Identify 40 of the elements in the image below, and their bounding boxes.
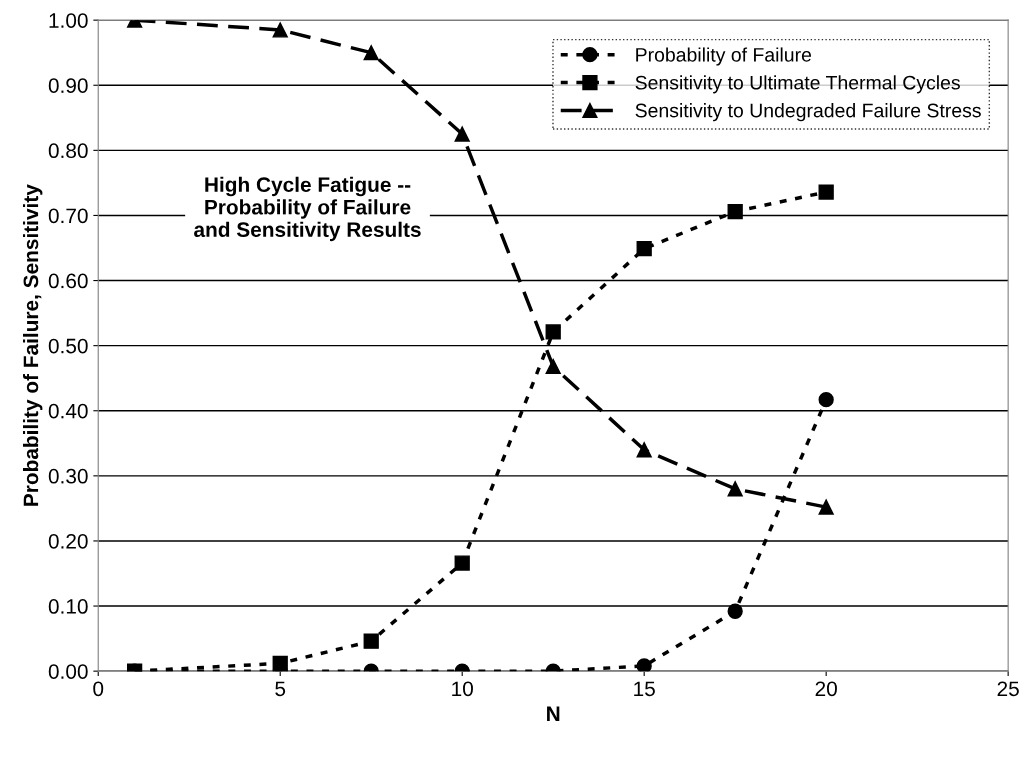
point (818, 499, 834, 515)
legend-label: Probability of Failure (636, 47, 812, 66)
y-tick-label: 0.90 (48, 78, 88, 93)
point (727, 203, 743, 220)
x-tick-label: 25 (997, 681, 1019, 697)
y-tick-label: 0.60 (48, 273, 88, 289)
point (818, 392, 834, 408)
point (636, 442, 652, 458)
point (272, 22, 288, 38)
point (272, 655, 288, 671)
point (454, 126, 470, 142)
legend-label: Sensitivity to Undegraded Failure Stress (635, 103, 981, 122)
annotation: High Cycle Fatigue -- Probability of Failure and Sensitivity Results (194, 176, 421, 242)
y-tick-label: 0.10 (48, 599, 88, 614)
point (636, 658, 652, 672)
y-tick-label: 0.70 (48, 208, 88, 224)
point (363, 45, 379, 61)
y-tick-label: 0.00 (48, 664, 88, 679)
point (818, 184, 834, 200)
point (727, 603, 743, 619)
x-tick-label: 10 (452, 681, 473, 697)
x-tick-label: 20 (815, 681, 837, 697)
point (454, 555, 470, 571)
y-tick-label: 0.80 (48, 143, 88, 159)
point (727, 481, 743, 497)
y-tick-label: 0.20 (48, 533, 88, 549)
y-axis-title: Probability of Failure, Sensitivity (22, 184, 43, 506)
point (636, 241, 652, 257)
y-tick-label: 0.40 (48, 403, 88, 419)
y-tick-label: 1.00 (49, 13, 88, 28)
y-tick-label: 0.50 (48, 338, 88, 354)
x-axis-title: N (547, 706, 560, 721)
x-tick-label: 0 (93, 681, 104, 697)
legend-label: Sensitivity to Ultimate Thermal Cycles (635, 75, 960, 94)
point (363, 633, 379, 649)
point (545, 358, 561, 375)
point (545, 324, 561, 340)
y-tick-label: 0.30 (48, 468, 88, 484)
x-tick-label: 15 (634, 681, 655, 697)
x-tick-label: 5 (275, 681, 286, 697)
